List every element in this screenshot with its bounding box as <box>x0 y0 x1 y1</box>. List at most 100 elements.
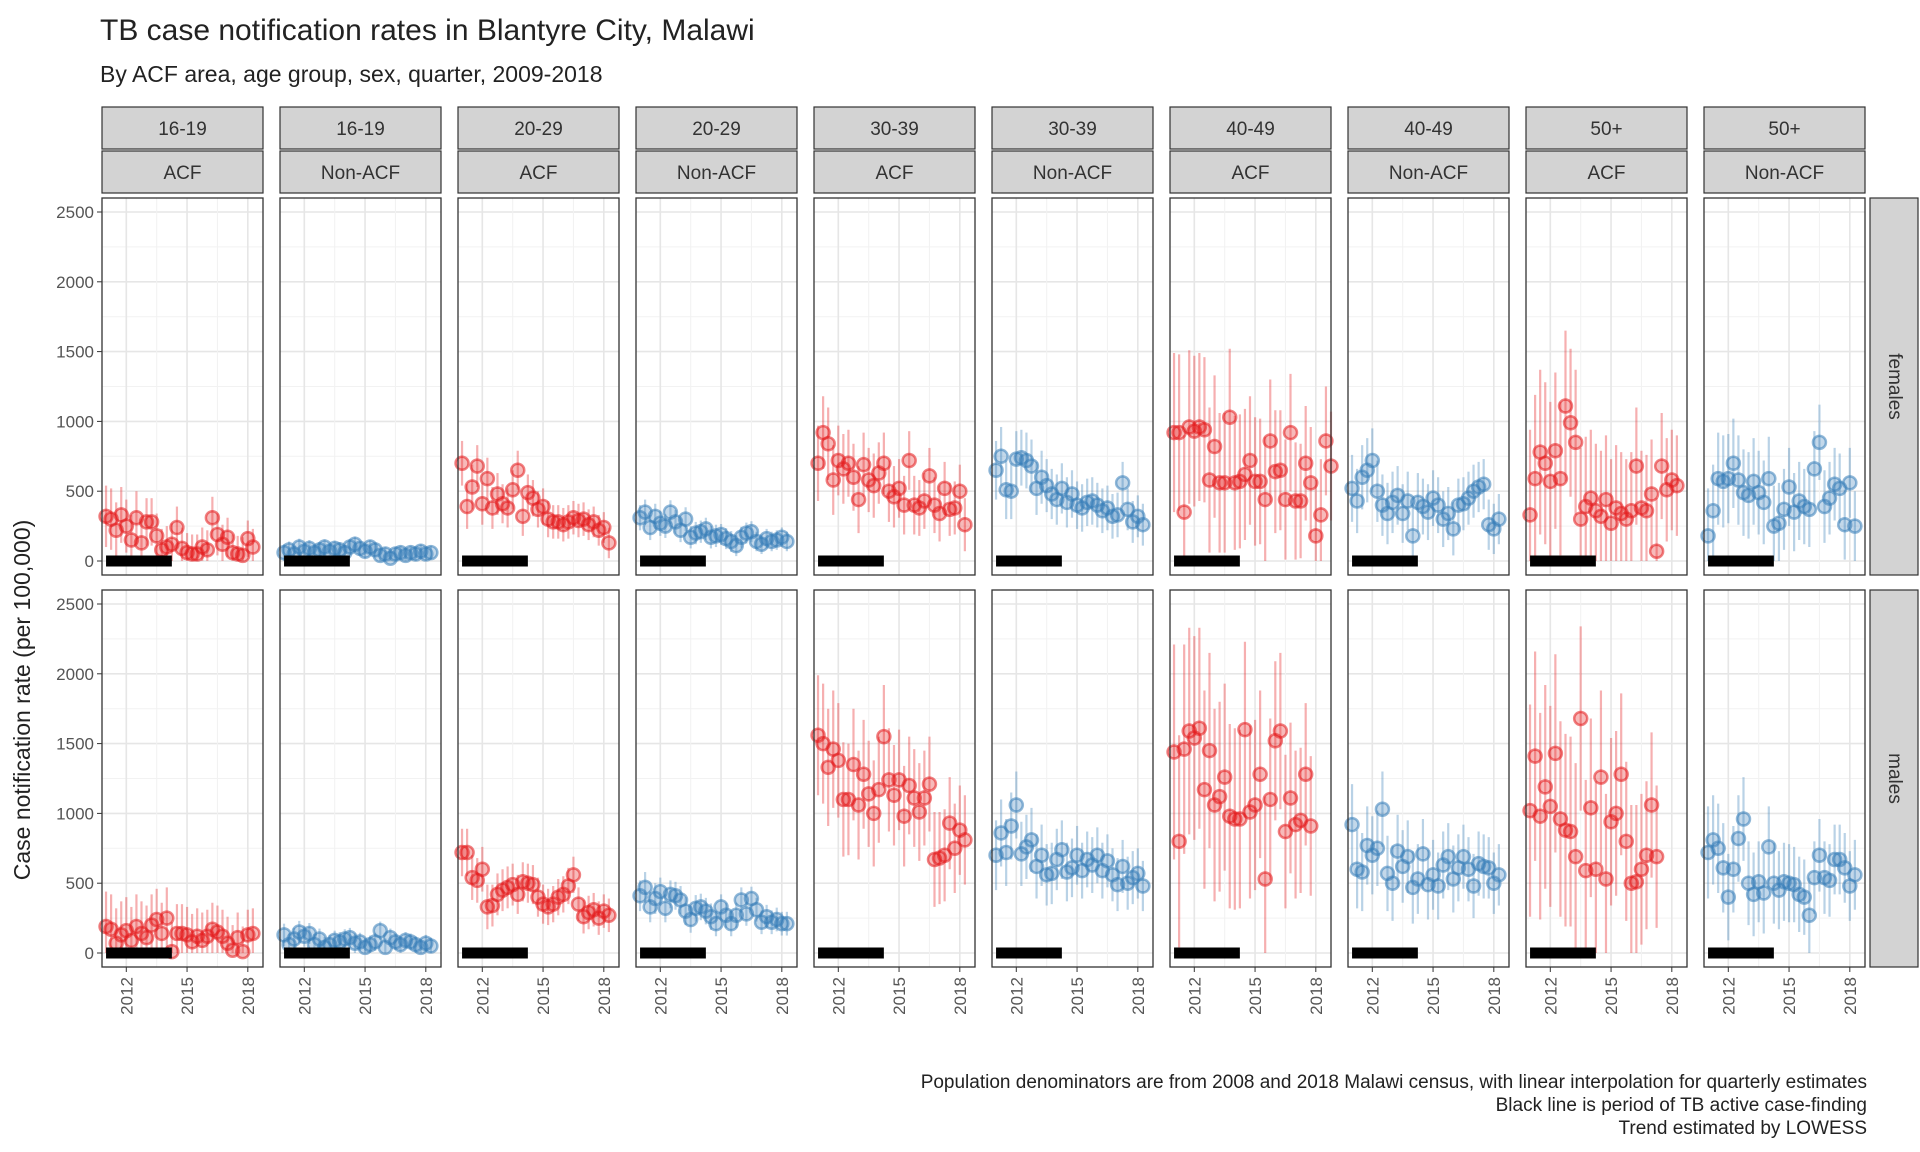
data-point <box>123 932 140 949</box>
strip-age-label: 16-19 <box>336 119 385 140</box>
data-point <box>1465 878 1482 894</box>
data-point <box>138 929 155 946</box>
data-point <box>830 752 847 769</box>
data-point <box>133 535 150 551</box>
data-point <box>835 791 852 808</box>
y-tick-label: 2000 <box>56 273 94 292</box>
x-tick-label: 2015 <box>1602 977 1621 1015</box>
data-point <box>1572 511 1589 527</box>
data-point <box>234 547 251 564</box>
data-point <box>1583 800 1599 816</box>
x-tick-label: 2012 <box>1185 977 1204 1015</box>
strip-age <box>101 106 264 150</box>
data-point <box>1135 878 1151 894</box>
data-point <box>1308 528 1324 544</box>
data-point <box>810 455 826 472</box>
data-point <box>820 435 836 452</box>
data-point <box>1430 878 1446 894</box>
strip-area <box>635 150 798 194</box>
data-point <box>993 448 1009 465</box>
panel-border <box>279 197 442 576</box>
panel-border <box>1169 589 1332 968</box>
data-point <box>1836 860 1853 876</box>
data-point <box>1384 875 1401 891</box>
x-tick-label: 2018 <box>595 977 614 1015</box>
data-point <box>1491 867 1507 883</box>
x-tick-label: 2015 <box>356 977 375 1015</box>
strip-age-label: 50+ <box>1590 119 1622 140</box>
data-point <box>1598 491 1614 508</box>
x-tick-label: 2018 <box>239 977 258 1015</box>
facet-panel <box>98 197 264 576</box>
data-point <box>1023 832 1040 848</box>
x-tick-label: 2015 <box>1246 977 1265 1015</box>
data-point <box>423 544 439 561</box>
data-point <box>988 462 1004 479</box>
data-point <box>1282 790 1299 806</box>
data-point <box>1369 483 1386 499</box>
strip-age-label: 40-49 <box>1226 119 1275 140</box>
data-point <box>1532 808 1548 824</box>
facet-panel <box>810 589 976 968</box>
data-point <box>596 519 612 536</box>
data-point <box>204 509 221 526</box>
data-point <box>143 514 160 530</box>
data-point <box>464 479 480 495</box>
data-point <box>825 472 841 488</box>
panel-border <box>635 197 798 576</box>
data-point <box>1247 473 1263 490</box>
strip-age <box>1347 106 1510 150</box>
strip-age <box>1703 106 1866 150</box>
facet-panel <box>454 197 620 576</box>
caption-line-3: Trend estimated by LOWESS <box>1618 1118 1867 1139</box>
strip-age <box>279 106 442 150</box>
data-point <box>1705 502 1721 519</box>
data-point <box>891 480 907 497</box>
panel-border <box>1169 197 1332 576</box>
data-point <box>1445 521 1462 537</box>
data-point <box>1302 475 1319 491</box>
data-point <box>1593 508 1609 525</box>
panel-border <box>1347 197 1510 576</box>
data-point <box>1399 848 1416 865</box>
data-point <box>1252 766 1268 783</box>
data-point <box>1557 398 1574 414</box>
data-point <box>372 922 388 939</box>
data-point <box>886 787 902 804</box>
facet-panel <box>1700 197 1866 576</box>
data-point <box>454 455 470 472</box>
data-point <box>1318 433 1334 449</box>
data-point <box>535 498 551 515</box>
strip-area <box>1347 150 1510 194</box>
y-tick-label: 1000 <box>56 804 94 823</box>
strip-age <box>991 106 1154 150</box>
x-tick-label: 2018 <box>1663 977 1682 1015</box>
data-point <box>876 728 892 745</box>
data-point <box>1221 409 1238 425</box>
data-point <box>921 468 938 484</box>
strip-age-label: 20-29 <box>514 119 563 140</box>
strip-area-label: Non-ACF <box>1033 163 1112 184</box>
strip-age-label: 40-49 <box>1404 119 1453 140</box>
data-point <box>1344 816 1360 833</box>
panel-border <box>457 589 620 968</box>
strip-area <box>1525 150 1688 194</box>
data-point <box>1598 871 1614 887</box>
data-point <box>1455 848 1472 865</box>
data-point <box>245 925 261 942</box>
data-point <box>454 844 470 861</box>
data-point <box>946 840 963 857</box>
data-point <box>1008 797 1025 813</box>
data-point <box>1262 433 1278 449</box>
caption-line-1: Population denominators are from 2008 an… <box>921 1072 1867 1093</box>
data-point <box>1232 811 1248 827</box>
data-point <box>1440 505 1456 522</box>
facet-panel <box>454 589 620 968</box>
y-tick-label: 500 <box>66 874 94 893</box>
panel-border <box>813 197 976 576</box>
data-point <box>515 508 531 525</box>
data-point <box>479 470 496 487</box>
data-point <box>1730 472 1747 488</box>
data-point <box>911 804 928 820</box>
